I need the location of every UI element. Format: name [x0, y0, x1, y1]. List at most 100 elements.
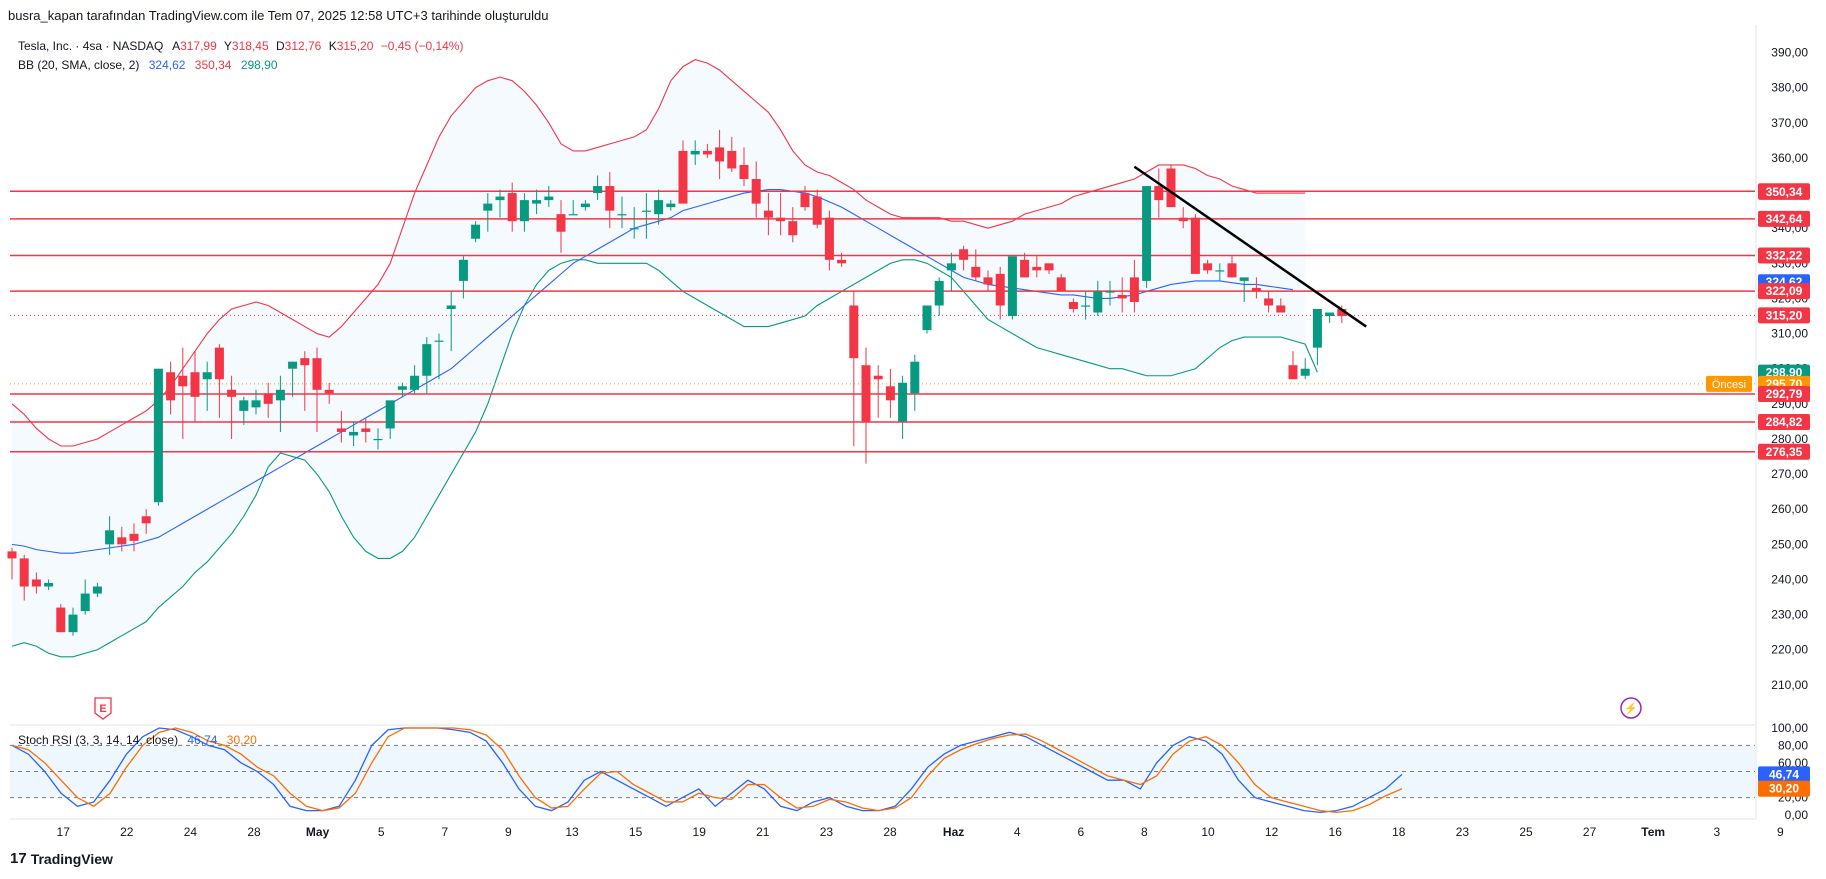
event-markers-layer: E ⚡	[94, 697, 1642, 720]
candle-body	[1007, 256, 1017, 317]
candle-body	[153, 368, 163, 503]
candle-body	[7, 551, 17, 559]
stoch-rsi-tick-label: 100,00	[1771, 721, 1808, 735]
time-axis-label: 15	[629, 825, 643, 839]
time-axis-label: 16	[1329, 825, 1343, 839]
price-tag	[1758, 443, 1810, 460]
candle-body	[166, 372, 176, 401]
candle-body	[1251, 287, 1261, 292]
stoch-rsi-tag	[1758, 780, 1810, 797]
candle-body	[288, 361, 298, 369]
candle-body	[1239, 277, 1249, 281]
time-axis-label: Tem	[1641, 825, 1665, 839]
candle-body	[763, 210, 773, 218]
time-axis-label: May	[306, 825, 330, 839]
candle-body	[1312, 309, 1322, 348]
candle-body	[92, 586, 102, 594]
stoch-rsi-tag-label: 30,20	[1769, 782, 1799, 796]
tradingview-brand: TradingView	[30, 850, 113, 867]
candle-body	[800, 193, 810, 208]
candle-body	[1288, 365, 1298, 380]
price-tick-label: 360,00	[1771, 151, 1808, 165]
candle-body	[68, 614, 78, 633]
candle-body	[434, 340, 444, 342]
price-tag	[1758, 183, 1810, 200]
time-axis-label: 6	[1077, 825, 1084, 839]
candle-body	[251, 400, 261, 408]
chart-caption: busra_kapan tarafından TradingView.com i…	[8, 8, 549, 23]
premarket-tag-label: Öncesi	[1712, 379, 1746, 391]
time-axis-label: 19	[693, 825, 707, 839]
price-tag-label: 276,35	[1766, 445, 1803, 459]
time-axis-label: 9	[505, 825, 512, 839]
price-tag-label: 322,09	[1766, 284, 1803, 298]
price-tick-label: 240,00	[1771, 572, 1808, 586]
candle-body	[910, 361, 920, 394]
candle-body	[678, 150, 688, 204]
candle-body	[385, 400, 395, 429]
time-axis-label: 21	[756, 825, 770, 839]
price-tick-label: 380,00	[1771, 81, 1808, 95]
candle-body	[141, 516, 151, 524]
time-axis-label: 9	[1777, 825, 1784, 839]
time-axis-label: 27	[1583, 825, 1597, 839]
candle-body	[202, 372, 212, 380]
candle-body	[1264, 298, 1274, 306]
candle-body	[788, 221, 798, 236]
stoch-d-line	[11, 727, 1403, 814]
candle-body	[397, 386, 407, 390]
bb-legend[interactable]: BB (20, SMA, close, 2) 324,62 350,34 298…	[18, 58, 278, 72]
price-tag	[1758, 210, 1810, 227]
price-tag-label: 350,34	[1766, 185, 1803, 199]
candle-body	[471, 224, 481, 239]
time-axis-label: 28	[247, 825, 261, 839]
candle-body	[19, 558, 29, 587]
candle-body	[1032, 266, 1042, 271]
candle-body	[959, 249, 969, 260]
stoch-rsi-layer	[10, 727, 1755, 814]
tradingview-logo-icon: 17	[10, 850, 27, 867]
candle-body	[422, 344, 432, 376]
price-tag	[1758, 414, 1810, 431]
candle-body	[324, 389, 334, 394]
candle-body	[214, 347, 224, 380]
candle-body	[1154, 186, 1164, 201]
candle-body	[605, 186, 615, 211]
time-axis-label: 10	[1201, 825, 1215, 839]
candle-body	[44, 583, 54, 587]
candle-body	[56, 607, 66, 633]
candle-body	[361, 428, 371, 432]
horizontal-lines-layer	[10, 190, 1755, 453]
candle-body	[373, 438, 383, 441]
trendline-layer	[1133, 165, 1367, 328]
candle-body	[666, 203, 676, 208]
bollinger-bands-layer	[11, 58, 1318, 658]
candle-body	[556, 214, 566, 232]
time-axis-label: 12	[1265, 825, 1279, 839]
stoch-rsi-tick-label: 60,00	[1778, 756, 1808, 770]
trendline	[1133, 165, 1367, 328]
stoch-rsi-legend[interactable]: Stoch RSI (3, 3, 14, 14, close) 46,74 30…	[18, 733, 257, 747]
candle-body	[1105, 291, 1115, 293]
candle-body	[80, 593, 90, 612]
candle-body	[483, 203, 493, 211]
price-tag	[1758, 283, 1810, 300]
time-axis-label: 4	[1014, 825, 1021, 839]
stoch-rsi-tag-label: 46,74	[1769, 767, 1799, 781]
price-tag-label: 332,22	[1766, 249, 1803, 263]
grid-layer	[10, 25, 1757, 820]
candle-body	[1215, 270, 1225, 272]
price-tag-label: 315,20	[1766, 308, 1803, 322]
symbol-legend[interactable]: Tesla, Inc. · 4sa · NASDAQ A317,99 Y318,…	[18, 39, 463, 53]
price-tick-label: 370,00	[1771, 116, 1808, 130]
stoch-k-line	[11, 727, 1403, 814]
bb-lower-line	[11, 259, 1318, 658]
candle-body	[410, 375, 420, 390]
time-axis-label: Haz	[943, 825, 964, 839]
price-tag-label: 292,79	[1766, 387, 1803, 401]
candle-body	[1020, 259, 1030, 278]
candle-body	[593, 186, 603, 194]
candle-body	[1227, 263, 1237, 278]
tradingview-logo[interactable]: 17 TradingView	[10, 850, 113, 867]
